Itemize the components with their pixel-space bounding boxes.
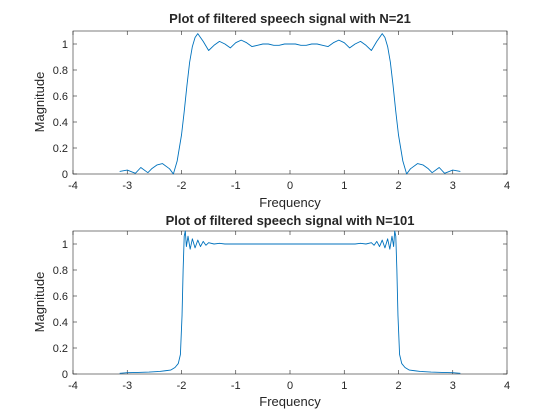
x-tick-label: -1	[231, 380, 241, 392]
y-tick-label: 1	[62, 39, 68, 51]
x-tick-labels: -4 -3 -2 -1 0 1 2 3 4	[68, 231, 510, 392]
y-tick-label: 0.2	[53, 143, 68, 155]
x-axis-label: Frequency	[259, 195, 321, 210]
series-line	[119, 33, 461, 175]
y-tick-label: 0	[62, 369, 68, 381]
x-tick-label: 1	[341, 180, 347, 192]
x-tick-label: 2	[395, 180, 401, 192]
plot-area	[72, 230, 508, 375]
y-tick-label: 1	[62, 239, 68, 251]
x-tick-label: 3	[450, 380, 456, 392]
x-tick-label: -2	[177, 180, 187, 192]
y-tick-label: 0.6	[53, 91, 68, 103]
x-tick-label: -1	[231, 180, 241, 192]
x-tick-label: 3	[450, 180, 456, 192]
x-tick-label: -2	[177, 380, 187, 392]
y-tick-label: 0.2	[53, 343, 68, 355]
chart-title: Plot of filtered speech signal with N=10…	[166, 213, 415, 228]
x-tick-labels: -4 -3 -2 -1 0 1 2 3 4	[68, 31, 510, 192]
x-tick-label: -4	[68, 380, 78, 392]
y-axis-label: Magnitude	[32, 272, 47, 333]
x-tick-label: 2	[395, 380, 401, 392]
x-tick-label: -3	[122, 180, 132, 192]
x-axis-label: Frequency	[259, 394, 321, 409]
y-tick-label: 0.8	[53, 65, 68, 77]
subplot-n101: Plot of filtered speech signal with N=10…	[32, 213, 510, 409]
x-tick-label: 0	[287, 380, 293, 392]
y-tick-label: 0	[62, 169, 68, 181]
series-line	[119, 230, 461, 374]
chart-title: Plot of filtered speech signal with N=21	[169, 11, 411, 26]
x-tick-label: -4	[68, 180, 78, 192]
y-tick-label: 0.8	[53, 265, 68, 277]
x-tick-label: -3	[122, 380, 132, 392]
y-tick-labels: 0 0.2 0.4 0.6 0.8 1	[53, 39, 507, 181]
x-tick-label: 4	[504, 380, 510, 392]
y-tick-labels: 0 0.2 0.4 0.6 0.8 1	[53, 239, 507, 381]
x-tick-label: 1	[341, 380, 347, 392]
y-tick-label: 0.4	[53, 317, 68, 329]
plot-area	[72, 30, 508, 175]
y-tick-label: 0.4	[53, 117, 68, 129]
x-tick-label: 0	[287, 180, 293, 192]
y-tick-label: 0.6	[53, 291, 68, 303]
y-axis-label: Magnitude	[32, 72, 47, 133]
subplot-n21: Plot of filtered speech signal with N=21…	[32, 11, 510, 210]
x-tick-label: 4	[504, 180, 510, 192]
